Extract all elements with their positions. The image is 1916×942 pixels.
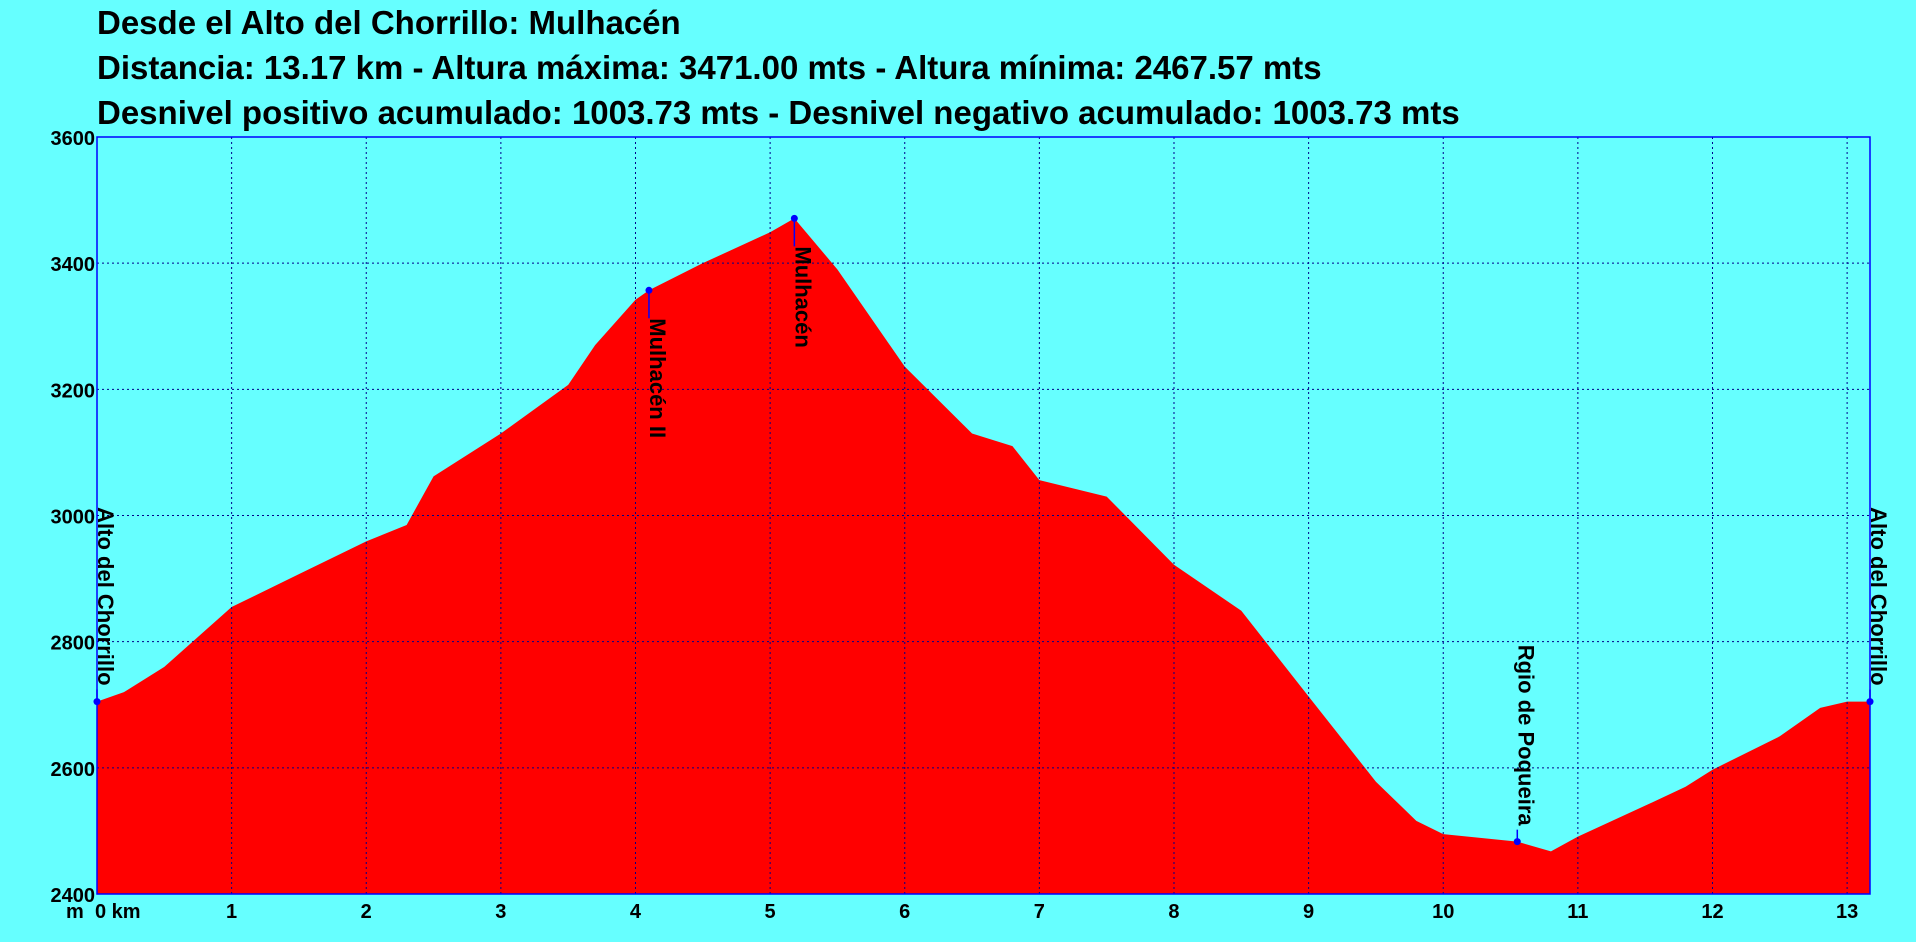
x-tick-label: 9 bbox=[1303, 901, 1314, 923]
waypoint-marker bbox=[1866, 698, 1874, 706]
y-tick-label: 3000 bbox=[51, 507, 96, 529]
x-tick-label: 1 bbox=[226, 901, 237, 923]
y-tick-label: 2400 bbox=[51, 885, 96, 907]
y-tick-label: 2600 bbox=[51, 759, 96, 781]
waypoint-marker bbox=[645, 286, 653, 294]
x-tick-label: 7 bbox=[1034, 901, 1045, 923]
waypoint-marker bbox=[1513, 838, 1521, 846]
y-tick-label: 3600 bbox=[51, 128, 96, 150]
waypoint-label: Alto del Chorrillo bbox=[93, 507, 118, 685]
y-unit: m bbox=[66, 901, 84, 923]
x-tick-label: 11 bbox=[1567, 901, 1588, 923]
x-tick-label: 4 bbox=[630, 901, 642, 923]
x-tick-label: 10 bbox=[1432, 901, 1454, 923]
x-tick-label: 5 bbox=[765, 901, 776, 923]
x-tick-label: 13 bbox=[1836, 901, 1858, 923]
waypoint-label: Rgio de Poqueira bbox=[1513, 645, 1538, 827]
waypoint-label: Mulhacén II bbox=[645, 318, 670, 438]
y-tick-label: 2800 bbox=[51, 633, 96, 655]
chart-title: Desde el Alto del Chorrillo: Mulhacén bbox=[97, 4, 681, 41]
chart-subtitle: Distancia: 13.17 km - Altura máxima: 347… bbox=[97, 49, 1322, 86]
y-tick-label: 3400 bbox=[51, 254, 96, 276]
x-tick-label: 2 bbox=[361, 901, 372, 923]
waypoint-marker bbox=[790, 214, 798, 222]
plot-border bbox=[96, 136, 1871, 895]
x-tick-label: 6 bbox=[899, 901, 910, 923]
waypoint-marker bbox=[93, 698, 101, 706]
chart-subtitle: Desnivel positivo acumulado: 1003.73 mts… bbox=[97, 94, 1460, 131]
x-tick-label: 0 km bbox=[95, 901, 141, 923]
x-tick-label: 12 bbox=[1701, 901, 1723, 923]
y-tick-label: 3200 bbox=[51, 380, 96, 402]
waypoint-label: Alto del Chorrillo bbox=[1866, 507, 1891, 685]
waypoint-label: Mulhacén bbox=[790, 246, 815, 347]
x-tick-label: 8 bbox=[1168, 901, 1179, 923]
x-tick-label: 3 bbox=[495, 901, 506, 923]
elevation-area bbox=[97, 218, 1870, 894]
